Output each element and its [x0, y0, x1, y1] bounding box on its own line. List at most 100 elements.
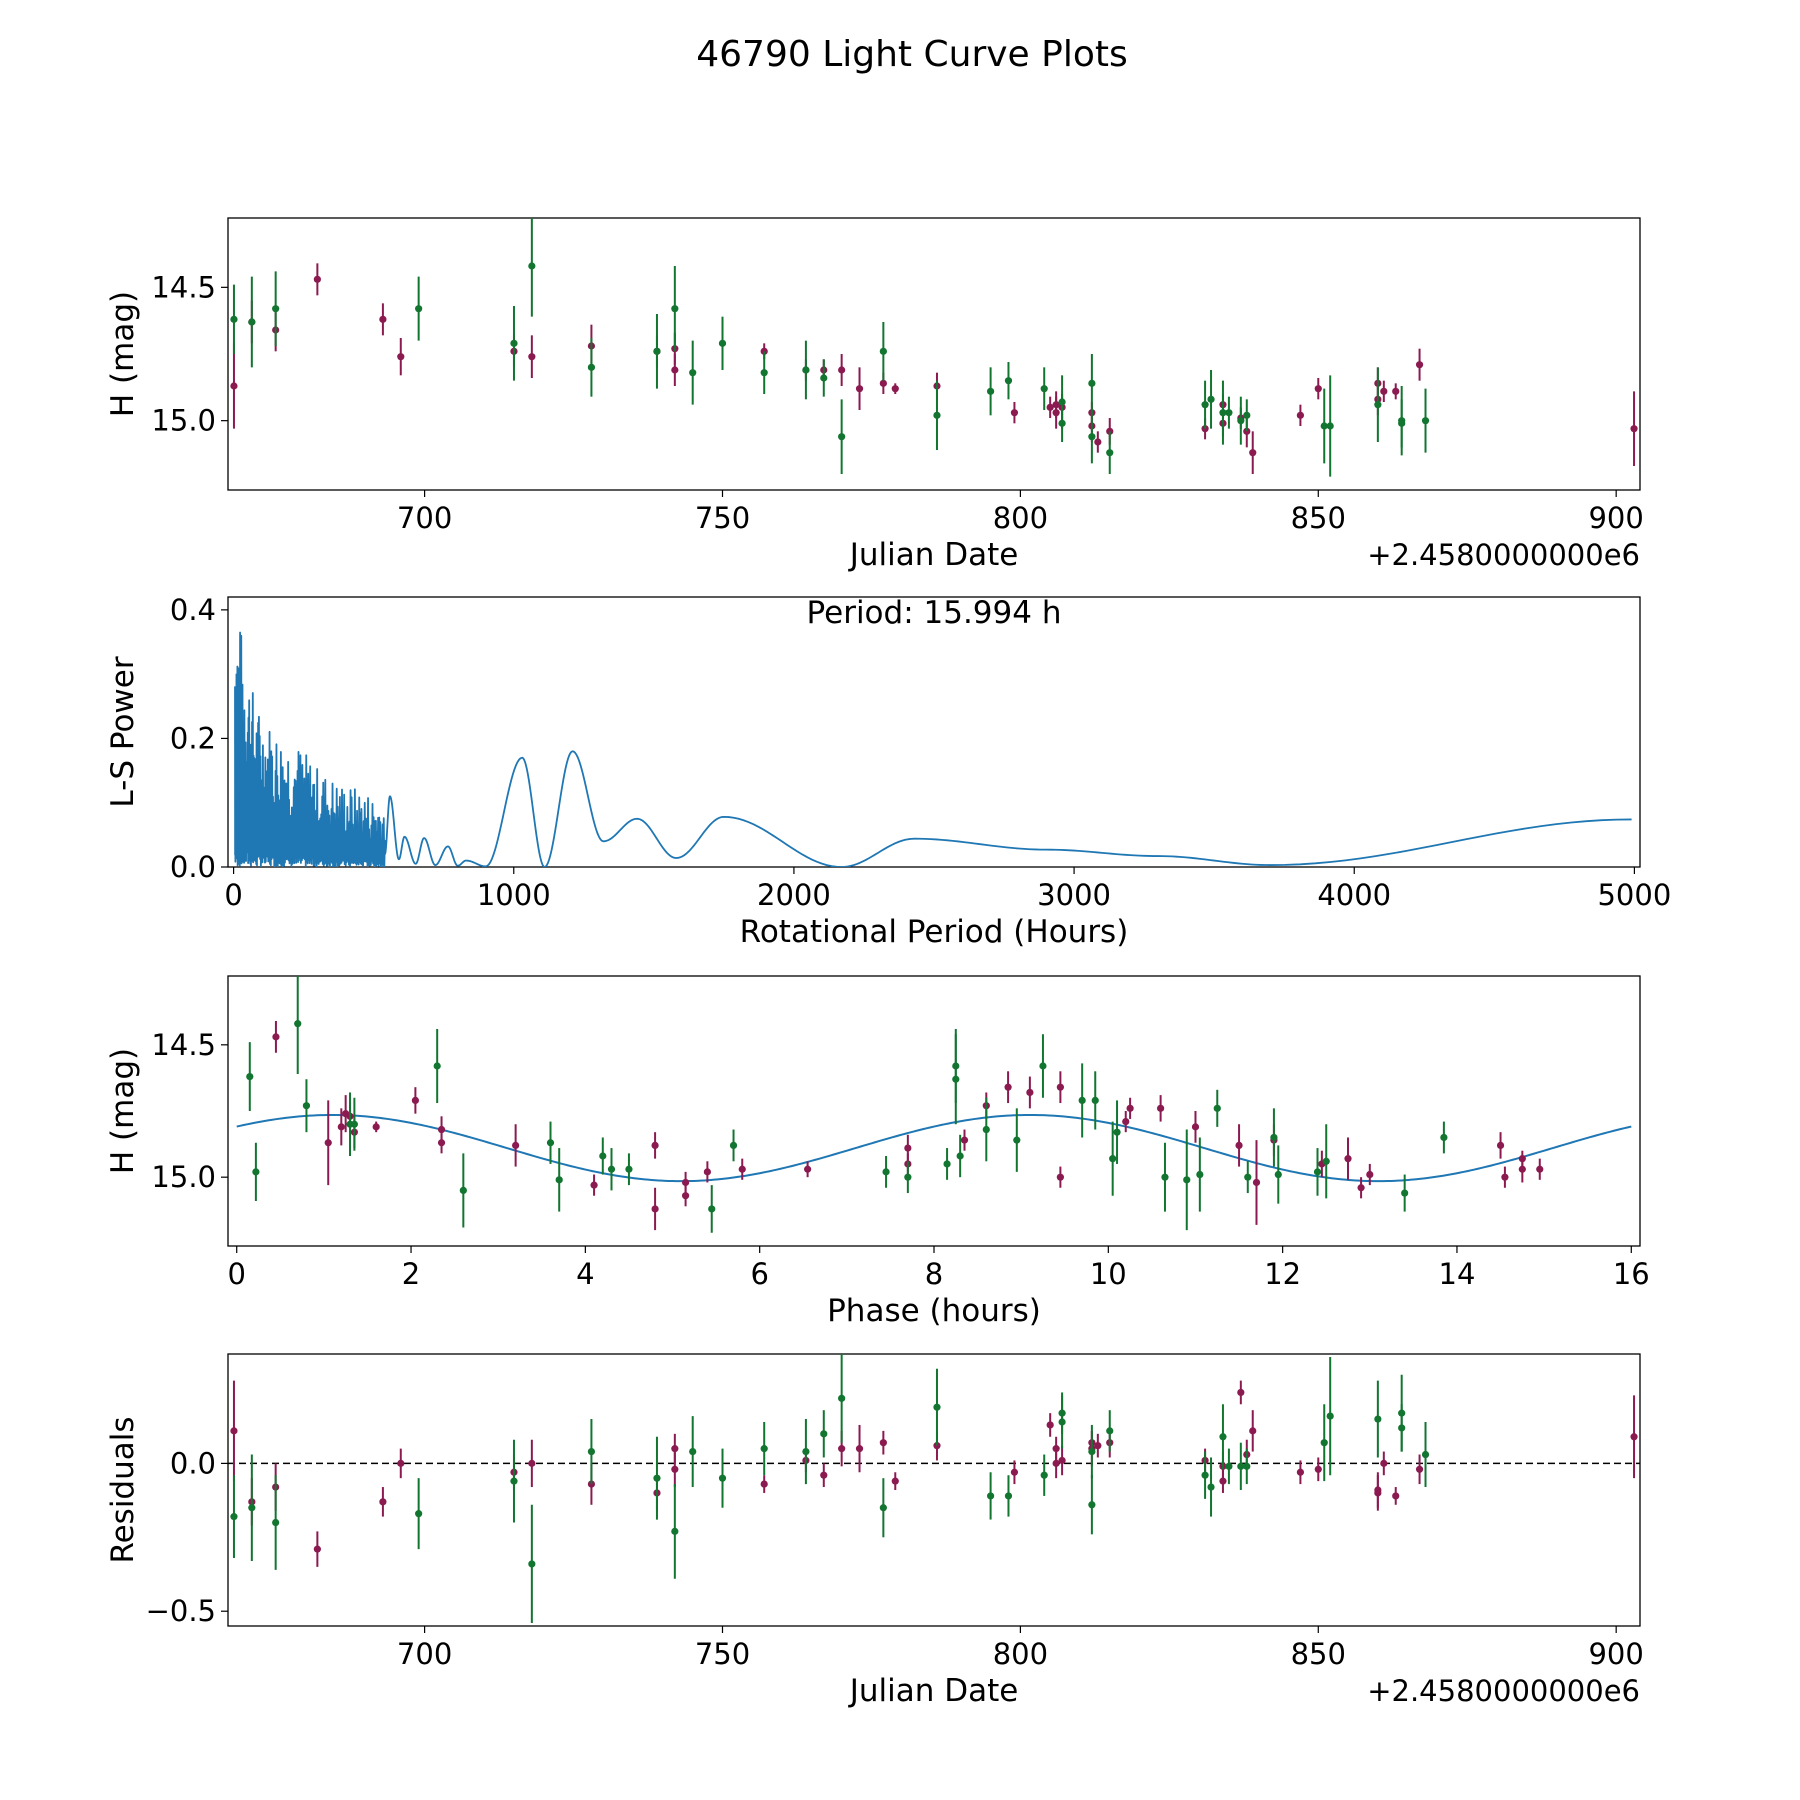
data-point: [986, 387, 995, 395]
data-point: [1392, 1492, 1400, 1500]
y-tick-label: 0.0: [170, 850, 216, 884]
data-point: [1392, 387, 1400, 395]
data-point: [1088, 433, 1096, 441]
data-point: [1094, 438, 1102, 446]
x-tick-label: 0: [227, 1257, 245, 1291]
y-tick-label: 0.0: [170, 1446, 216, 1480]
data-point: [689, 369, 697, 377]
data-point: [838, 433, 846, 441]
data-point: [1374, 1486, 1382, 1494]
axes-frame: [227, 596, 1641, 868]
subplot-raw: 700 750 800 850 900 15.0 14.5 Julian Date H (mag…: [105, 217, 1644, 573]
x-tick-label: 4000: [1317, 878, 1391, 912]
data-point: [1357, 1184, 1365, 1192]
data-point: [411, 1096, 419, 1105]
data-point: [681, 1192, 690, 1200]
data-point: [904, 1173, 912, 1181]
data-point: [820, 1471, 828, 1479]
data-point: [1374, 401, 1382, 409]
data-point: [1235, 1141, 1243, 1150]
data-point: [1010, 409, 1019, 417]
data-point: [1183, 1176, 1191, 1184]
data-point: [760, 1445, 768, 1453]
data-point: [838, 1394, 846, 1402]
x-tick-label: 850: [1291, 501, 1346, 535]
data-point: [1004, 1492, 1013, 1500]
x-tick-label: 5000: [1597, 878, 1671, 912]
x-tick-label: 2: [402, 1257, 420, 1291]
data-point: [1249, 449, 1257, 457]
data-point: [230, 1427, 238, 1435]
data-point: [1191, 1123, 1200, 1131]
data-point: [1058, 1409, 1066, 1417]
data-point: [1249, 1427, 1257, 1435]
data-point: [1004, 377, 1013, 385]
model-curve: [236, 1113, 1632, 1183]
data-point: [528, 353, 536, 361]
data-point: [671, 1465, 679, 1473]
x-tick-label: 10: [1090, 1257, 1127, 1291]
data-point: [397, 1459, 405, 1467]
data-point: [1088, 379, 1096, 387]
data-point: [1326, 422, 1334, 430]
data-point: [1401, 1189, 1409, 1197]
data-point: [855, 385, 864, 393]
data-point: [625, 1165, 633, 1173]
data-point: [350, 1120, 358, 1128]
data-point: [879, 379, 887, 387]
data-point: [879, 347, 887, 355]
x-tick-label: 14: [1439, 1257, 1476, 1291]
data-point: [1313, 1168, 1322, 1176]
data-point: [708, 1205, 716, 1213]
data-point: [397, 353, 405, 361]
data-point: [1052, 401, 1060, 409]
data-point: [760, 1480, 768, 1488]
data-point: [1219, 1477, 1227, 1485]
data-point: [230, 1513, 238, 1521]
data-point: [230, 315, 238, 323]
series-green: [230, 1354, 1430, 1624]
data-point: [1237, 1462, 1245, 1470]
data-point: [1421, 417, 1430, 425]
data-point: [1320, 1439, 1328, 1447]
data-point: [855, 1445, 864, 1453]
data-point: [982, 1125, 990, 1134]
data-point: [651, 1205, 659, 1213]
x-tick-label: 3000: [1037, 878, 1111, 912]
data-point: [933, 411, 941, 419]
data-point: [1058, 1456, 1066, 1465]
data-point: [1088, 1501, 1096, 1509]
data-point: [1196, 1170, 1204, 1179]
data-point: [1056, 1083, 1064, 1091]
x-tick-label: 1000: [477, 878, 551, 912]
y-tick-label: −0.5: [146, 1594, 216, 1628]
data-point: [1440, 1133, 1448, 1142]
data-point: [252, 1168, 260, 1176]
data-point: [1326, 1412, 1334, 1420]
data-point: [1415, 1465, 1424, 1473]
data-point: [1091, 1096, 1099, 1105]
data-point: [1157, 1104, 1165, 1112]
data-point: [820, 374, 828, 382]
data-point: [1225, 409, 1233, 417]
data-point: [528, 1560, 536, 1568]
data-point: [1237, 417, 1245, 425]
subplot-periodogram: 0 1000 2000 3000 4000 5000 0.0 0.2 0.4 Rotational…: [105, 593, 1671, 950]
data-point: [718, 1474, 727, 1482]
data-point: [337, 1123, 345, 1131]
data-point: [671, 1445, 679, 1453]
data-point: [653, 347, 661, 355]
data-point: [671, 1527, 679, 1535]
data-point: [587, 1447, 596, 1456]
data-point: [1094, 1442, 1102, 1450]
y-axis-label: H (mag): [105, 291, 141, 417]
data-point: [802, 366, 810, 374]
data-point: [1252, 1178, 1261, 1187]
data-point: [1106, 449, 1114, 457]
data-point: [1243, 1462, 1251, 1470]
data-point: [1058, 419, 1066, 427]
data-point: [882, 1168, 890, 1176]
data-point: [689, 1447, 697, 1456]
x-tick-label: 750: [695, 1637, 750, 1671]
data-point: [1243, 411, 1251, 419]
